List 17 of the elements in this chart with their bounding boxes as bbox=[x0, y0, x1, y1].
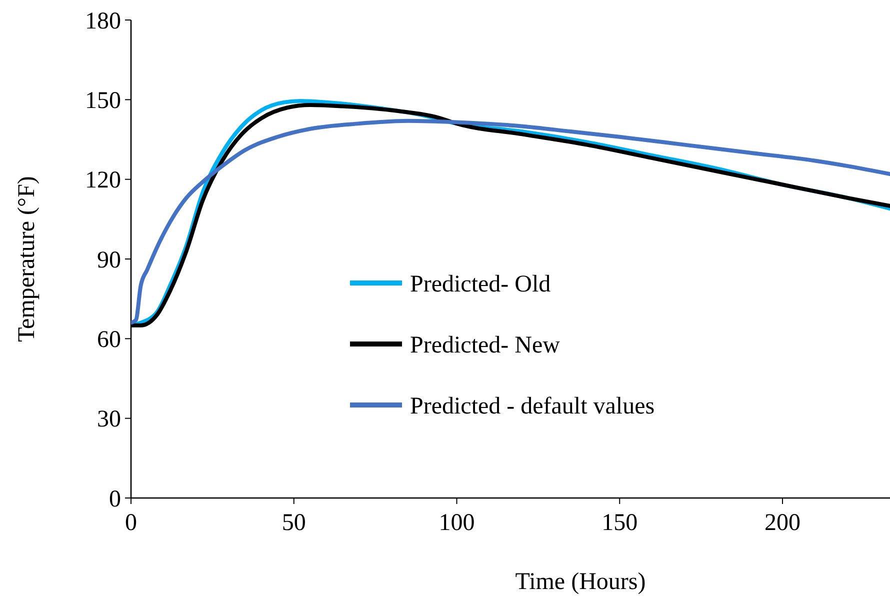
y-tick-label: 60 bbox=[97, 327, 121, 354]
x-tick-label: 0 bbox=[125, 510, 137, 536]
legend-label: Predicted- Old bbox=[410, 271, 551, 298]
x-axis-title: Time (Hours) bbox=[515, 569, 646, 595]
x-tick-label: 100 bbox=[438, 510, 475, 536]
y-tick-label: 120 bbox=[85, 168, 121, 194]
legend-label: Predicted - default values bbox=[410, 393, 655, 420]
y-tick-label: 150 bbox=[85, 88, 121, 114]
y-axis-title: Temperature (°F) bbox=[14, 176, 40, 342]
y-tick-label: 180 bbox=[85, 8, 121, 34]
y-tick-label: 90 bbox=[97, 247, 121, 274]
y-tick-label: 30 bbox=[97, 406, 121, 433]
legend-label: Predicted- New bbox=[410, 332, 561, 358]
x-tick-label: 50 bbox=[282, 510, 306, 536]
x-tick-label: 200 bbox=[764, 510, 800, 536]
x-tick-label: 150 bbox=[602, 510, 638, 536]
y-tick-label: 0 bbox=[109, 486, 121, 512]
